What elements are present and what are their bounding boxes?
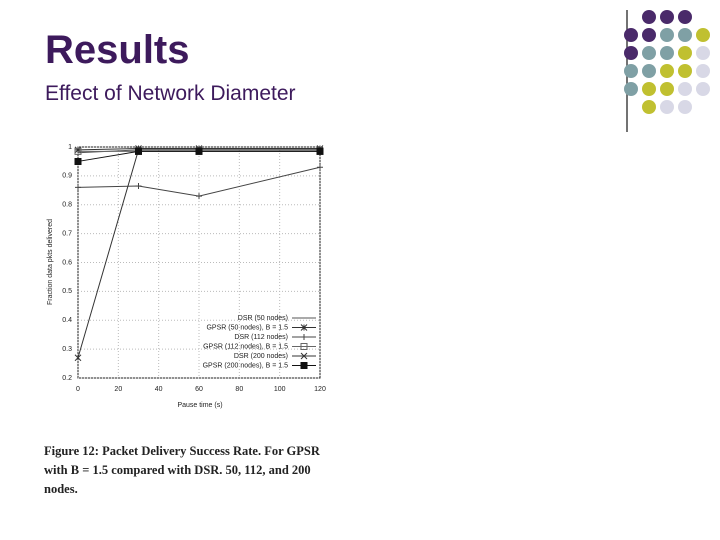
legend-marker [300,362,308,369]
legend-label: DSR (50 nodes) [238,315,288,322]
series-line [77,150,320,162]
x-tick-label: 120 [314,386,326,393]
series-line [77,166,321,197]
dot-grid [624,10,710,114]
slide-subtitle: Effect of Network Diameter [45,82,296,105]
legend-label: DSR (200 nodes) [234,353,288,360]
y-tick-label: 0.5 [62,288,72,295]
legend-label: GPSR (200 nodes), B = 1.5 [203,362,289,369]
slide-title: Results [45,28,190,72]
data-point [74,146,82,154]
decoration [624,10,710,132]
legend-marker [300,352,308,360]
chart: Pause time (s) Fraction data pkts delive… [47,144,326,409]
legend-label: GPSR (112 nodes), B = 1.5 [203,343,288,350]
series-line [77,149,320,358]
x-tick-label: 20 [114,386,122,393]
data-point [196,193,202,200]
data-point [195,147,203,155]
data-point [135,182,142,189]
y-axis-label: Fraction data pkts delivered [47,219,54,305]
legend-marker [300,324,308,331]
data-point [135,147,142,155]
y-tick-label: 0.8 [62,202,72,209]
data-point [74,157,82,165]
figure-caption: Figure 12: Packet Delivery Success Rate.… [44,444,320,496]
data-point [317,164,323,171]
data-point [316,147,324,155]
x-tick-label: 100 [274,386,286,393]
legend-marker [300,343,308,350]
x-tick-label: 40 [155,386,163,393]
series-line [77,147,320,151]
legend-label: DSR (112 nodes) [234,334,288,341]
y-tick-label: 0.9 [62,173,72,180]
y-tick-label: 0.6 [62,259,72,266]
y-tick-label: 0.4 [62,317,72,324]
y-tick-label: 1 [68,144,72,151]
x-axis-label: Pause time (s) [177,402,222,409]
y-tick-label: 0.2 [62,375,72,382]
data-point [74,354,82,362]
legend-marker [301,334,307,340]
y-tick-label: 0.7 [62,230,72,237]
x-tick-label: 0 [76,386,80,393]
data-point [74,147,82,155]
legend-label: GPSR (50 nodes), B = 1.5 [206,324,288,331]
x-tick-label: 60 [195,386,203,393]
data-point [75,184,81,191]
x-tick-label: 80 [235,386,243,393]
y-tick-label: 0.3 [62,346,72,353]
